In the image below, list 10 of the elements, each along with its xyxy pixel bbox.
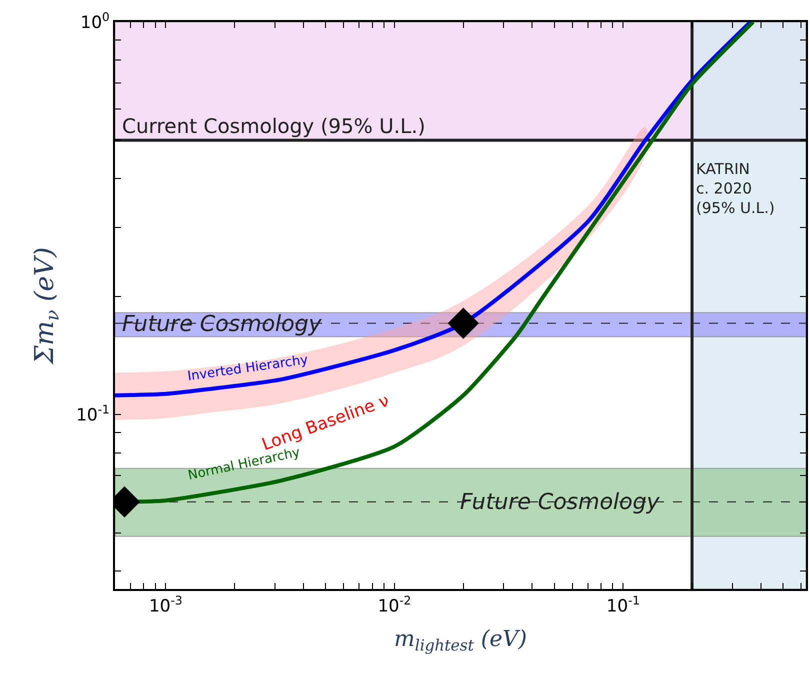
x-tick-label: 10$^{-3}$ [148,593,182,616]
band-label: Future Cosmology [122,312,323,337]
text: Inverted Hierarchy [186,352,310,384]
band-label: Future Cosmology [460,490,661,515]
x-tick-label: 10$^{-1}$ [606,593,640,616]
x-axis-title: m$_{lightest}$ (eV) [394,626,527,654]
band-label: KATRIN c. 2020 (95% U.L.) [696,160,775,217]
x-tick-label: 10$^{-2}$ [378,593,412,616]
band-label: Current Cosmology (95% U.L.) [122,114,426,138]
y-tick-label: 10$^{0}$ [80,10,110,33]
